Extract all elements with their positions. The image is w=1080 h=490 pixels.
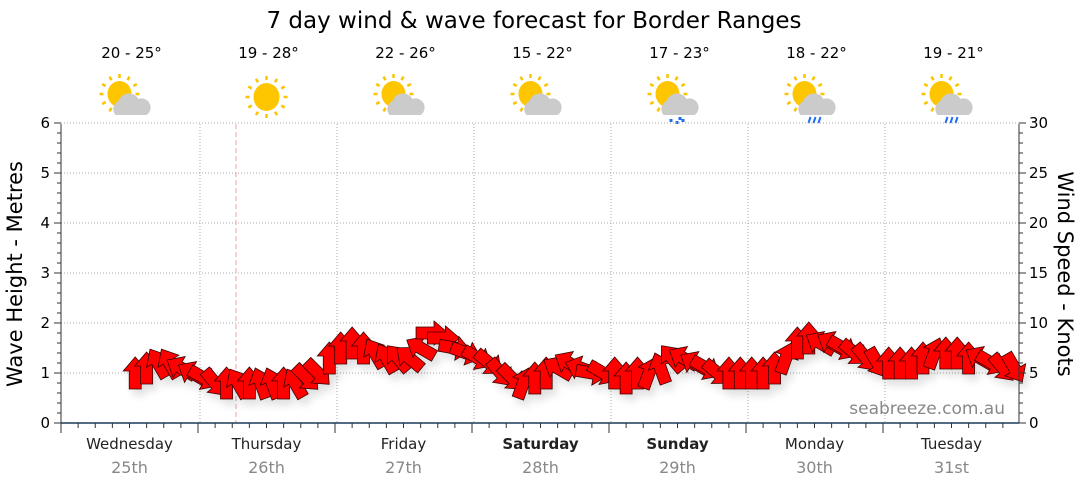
wind-arrow [1000,350,1027,383]
day-temp-range: 18 - 22° [786,44,847,62]
day-temp-range: 19 - 21° [923,44,984,62]
day-date-label: 31st [934,458,969,477]
y-left-tick-label: 4 [40,214,50,232]
day-date-label: 30th [796,458,833,477]
day-name-label: Thursday [231,435,302,453]
day-date-label: 28th [522,458,559,477]
y-left-tick-label: 5 [40,164,50,182]
y-axis-right-label: Wind Speed - Knots [1053,171,1077,376]
day-name-label: Sunday [646,435,709,453]
y-right-tick-label: 0 [1029,414,1039,432]
day-date-label: 27th [385,458,422,477]
y-left-tick-label: 0 [40,414,50,432]
day-date-label: 26th [248,458,285,477]
y-left-tick-label: 2 [40,314,50,332]
wind-arrow [396,347,426,374]
day-temp-range: 20 - 25° [101,44,162,62]
day-temp-range: 19 - 28° [238,44,299,62]
day-temp-range: 15 - 22° [512,44,573,62]
sun-icon [245,76,288,118]
y-left-tick-label: 1 [40,364,50,382]
day-name-label: Monday [785,435,844,453]
day-name-label: Saturday [502,435,579,453]
watermark: seabreeze.com.au [849,399,1005,419]
y-right-tick-label: 30 [1029,114,1048,132]
sun-cloud-icon [99,74,151,115]
y-right-tick-label: 25 [1029,164,1048,182]
y-left-tick-label: 3 [40,264,50,282]
sun-cloud-rain-icon [921,74,973,124]
y-left-tick-label: 6 [40,114,50,132]
y-right-tick-label: 15 [1029,264,1048,282]
day-name-label: Friday [381,435,427,453]
day-temp-range: 17 - 23° [649,44,710,62]
day-name-label: Tuesday [920,435,982,453]
day-date-label: 29th [659,458,696,477]
sun-cloud-icon [510,74,562,115]
y-right-tick-label: 5 [1029,364,1039,382]
sun-cloud-icon [373,74,425,115]
y-right-tick-label: 10 [1029,314,1048,332]
y-right-tick-label: 20 [1029,214,1048,232]
day-name-label: Wednesday [86,435,173,453]
day-date-label: 25th [111,458,148,477]
chart-title: 7 day wind & wave forecast for Border Ra… [266,8,801,34]
sun-cloud-rain-icon [784,74,836,124]
day-temp-range: 22 - 26° [375,44,436,62]
y-axis-left-label: Wave Height - Metres [3,161,27,387]
sun-cloud-drizzle-icon [647,74,699,124]
